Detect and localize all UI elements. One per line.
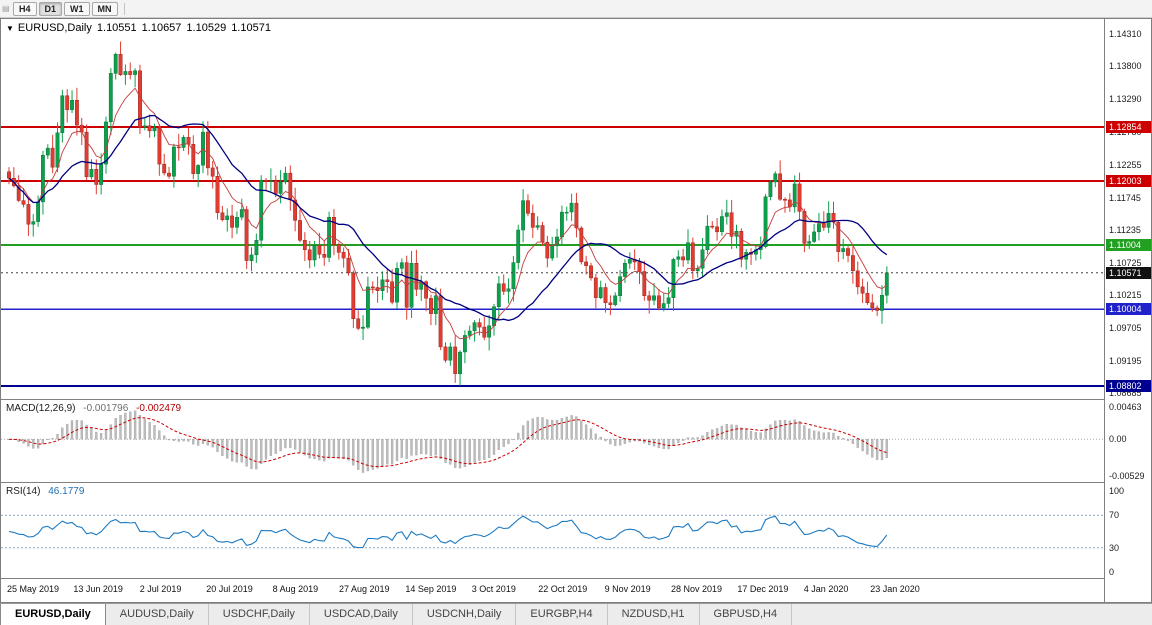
price-axis[interactable]: 1.143101.138001.132901.127801.122551.117… xyxy=(1104,19,1151,602)
price-axis-label: 0.00 xyxy=(1109,434,1127,445)
price-axis-label: 1.10725 xyxy=(1109,257,1142,268)
chart-symbol-period: EURUSD,Daily xyxy=(17,22,92,34)
chart-tab-nzdusd-h1[interactable]: NZDUSD,H1 xyxy=(608,604,700,625)
timeframe-button-d1[interactable]: D1 xyxy=(38,1,63,16)
current-price-badge: 1.10571 xyxy=(1106,266,1151,279)
chart-low-value: 1.10529 xyxy=(186,22,227,34)
chart-tab-eurgbp-h4[interactable]: EURGBP,H4 xyxy=(516,604,608,625)
toolbar-separator xyxy=(123,2,125,15)
price-axis-label: 0.00463 xyxy=(1109,402,1142,413)
chart-dropdown-arrow-icon[interactable]: ▼ xyxy=(6,23,14,33)
timeframe-button-w1[interactable]: W1 xyxy=(64,1,90,16)
price-axis-label: 30 xyxy=(1109,542,1120,553)
date-axis-label: 3 Oct 2019 xyxy=(471,584,516,594)
price-axis-label: -0.00529 xyxy=(1109,470,1145,481)
date-axis-label: 23 Jan 2020 xyxy=(870,584,920,594)
chart-tab-bar: EURUSD,Daily AUDUSD,Daily USDCHF,Daily USDC… xyxy=(0,603,1152,625)
date-axis-label: 4 Jan 2020 xyxy=(803,584,849,594)
timeframe-buttons: H4 D1 W1 MN xyxy=(13,1,120,16)
timeframe-toolbar: ▤ H4 D1 W1 MN xyxy=(0,0,1152,18)
chart-close-value: 1.10571 xyxy=(231,22,271,34)
price-axis-label: 1.11235 xyxy=(1109,225,1141,236)
rsi-name: RSI(14) xyxy=(6,486,41,497)
chart-tab-usdchf-daily[interactable]: USDCHF,Daily xyxy=(209,604,310,625)
level-price-badge: 1.10004 xyxy=(1106,302,1151,315)
level-price-badge: 1.12003 xyxy=(1106,175,1151,188)
main-chart-pane[interactable]: ▼ EURUSD,Daily 1.10551 1.10657 1.10529 1… xyxy=(1,19,1104,400)
chart-title: ▼ EURUSD,Daily 1.10551 1.10657 1.10529 1… xyxy=(6,22,276,34)
price-axis-label: 0 xyxy=(1109,567,1115,577)
date-axis-label: 22 Oct 2019 xyxy=(538,584,588,594)
macd-label: MACD(12,26,9) -0.001796 -0.002479 xyxy=(6,403,186,414)
date-axis[interactable]: 25 May 2019 13 Jun 2019 2 Jul 2019 20 Jul 2… xyxy=(1,580,1104,602)
rsi-canvas[interactable] xyxy=(1,484,1104,579)
level-price-badge: 1.08802 xyxy=(1106,379,1151,392)
date-axis-label: 13 Jun 2019 xyxy=(73,584,123,594)
price-axis-label: 1.09195 xyxy=(1109,355,1142,366)
date-axis-label: 27 Aug 2019 xyxy=(339,584,390,594)
price-axis-label: 1.08685 xyxy=(1109,388,1142,399)
chart-tab-usdcnh-daily[interactable]: USDCNH,Daily xyxy=(413,604,517,625)
price-axis-label: 1.13290 xyxy=(1109,93,1142,104)
date-axis-label: 2 Jul 2019 xyxy=(139,584,182,594)
price-axis-label: 1.13800 xyxy=(1109,61,1142,72)
toolbar-grip-icon: ▤ xyxy=(2,3,10,13)
date-axis-label: 14 Sep 2019 xyxy=(405,584,457,594)
level-price-badge: 1.11004 xyxy=(1106,239,1151,252)
date-axis-label: 25 May 2019 xyxy=(7,584,60,594)
chart-tab-gbpusd-h4[interactable]: GBPUSD,H4 xyxy=(700,604,793,625)
price-axis-label: 1.10215 xyxy=(1109,290,1142,301)
price-axis-label: 1.11745 xyxy=(1109,192,1141,203)
date-axis-label: 17 Dec 2019 xyxy=(737,584,789,594)
chart-window: ▼ EURUSD,Daily 1.10551 1.10657 1.10529 1… xyxy=(0,18,1152,603)
chart-high-value: 1.10657 xyxy=(141,22,182,34)
timeframe-button-mn[interactable]: MN xyxy=(91,1,118,16)
rsi-pane[interactable]: RSI(14) 46.1779 xyxy=(1,484,1104,579)
chart-tab-audusd-daily[interactable]: AUDUSD,Daily xyxy=(106,604,209,625)
macd-main-value: -0.001796 xyxy=(83,403,129,414)
price-axis-label: 1.12255 xyxy=(1109,160,1142,171)
chart-tab-eurusd-daily[interactable]: EURUSD,Daily xyxy=(0,604,106,625)
price-axis-label: 70 xyxy=(1109,510,1120,521)
macd-canvas[interactable] xyxy=(1,401,1104,483)
price-axis-label: 1.09705 xyxy=(1109,323,1142,334)
chart-open-value: 1.10551 xyxy=(96,22,137,34)
date-axis-label: 20 Jul 2019 xyxy=(206,584,253,594)
date-axis-label: 28 Nov 2019 xyxy=(671,584,723,594)
rsi-label: RSI(14) 46.1779 xyxy=(6,486,89,497)
timeframe-button-h4[interactable]: H4 xyxy=(13,1,37,16)
level-price-badge: 1.12854 xyxy=(1106,120,1151,133)
macd-name: MACD(12,26,9) xyxy=(6,403,76,414)
macd-pane[interactable]: MACD(12,26,9) -0.001796 -0.002479 xyxy=(1,401,1104,483)
rsi-value: 46.1779 xyxy=(48,486,85,497)
date-axis-label: 9 Nov 2019 xyxy=(604,584,651,594)
price-axis-label: 1.14310 xyxy=(1109,28,1142,39)
date-axis-label: 8 Aug 2019 xyxy=(272,584,319,594)
price-axis-label: 100 xyxy=(1109,486,1125,496)
chart-tab-usdcad-daily[interactable]: USDCAD,Daily xyxy=(310,604,413,625)
candlestick-canvas[interactable] xyxy=(1,19,1104,400)
macd-signal-value: -0.002479 xyxy=(136,403,182,414)
